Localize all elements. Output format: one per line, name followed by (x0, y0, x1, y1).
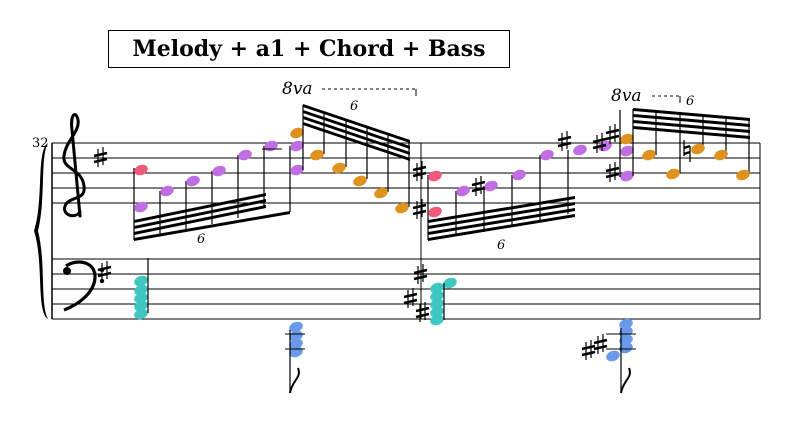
bass-note (289, 338, 303, 350)
beam-group (428, 196, 575, 241)
tuplet-number: 6 (197, 232, 206, 247)
bass-note (619, 318, 633, 330)
stems (302, 105, 410, 207)
stems (632, 109, 750, 176)
bass-note (289, 330, 303, 342)
upper-note (714, 149, 728, 161)
a1-note (186, 175, 200, 187)
chord-note (430, 298, 444, 310)
bass-note (619, 342, 633, 354)
chord-note (134, 275, 148, 287)
sharp-icon (93, 147, 108, 167)
bass-note (619, 326, 633, 338)
a1-note (540, 149, 554, 161)
sharp-icon (415, 302, 430, 322)
bass-note (289, 321, 303, 333)
sharp-icon (403, 288, 418, 308)
stems (133, 146, 291, 240)
a1-note (512, 169, 526, 181)
upper-note (310, 149, 324, 161)
sharp-icon (581, 340, 596, 360)
bass-note (619, 334, 633, 346)
upper-note (332, 162, 346, 174)
chord-note (134, 284, 148, 296)
title-box: Melody + a1 + Chord + Bass (108, 30, 510, 68)
chord-note (430, 290, 444, 302)
a1-note (456, 185, 470, 197)
chord-note (134, 292, 148, 304)
chord-note (134, 300, 148, 312)
a1-note (264, 140, 278, 152)
bass-staff (52, 258, 760, 320)
melody-note (134, 164, 148, 176)
sharp-icon (605, 162, 620, 182)
upper-note (642, 149, 656, 161)
beam-group (633, 108, 750, 139)
a1-note (620, 145, 634, 157)
a1-note (290, 164, 304, 176)
system-brace (34, 143, 48, 319)
chord-note (430, 306, 444, 318)
a1-note (484, 180, 498, 192)
sharp-icon (412, 161, 427, 181)
a1-note (160, 185, 174, 197)
a1-note (620, 170, 634, 182)
a1-note (238, 149, 252, 161)
beam-group (303, 104, 410, 161)
ledger-line (285, 333, 305, 350)
a1-note (212, 165, 226, 177)
flag (289, 367, 300, 394)
sharp-icon (412, 199, 427, 219)
tuplet-number: 6 (497, 238, 506, 253)
sharp-icon (413, 264, 428, 284)
melody-note (428, 206, 442, 218)
upper-note (290, 127, 304, 139)
treble-clef (62, 113, 86, 218)
stems (427, 150, 569, 240)
sharp-icon (97, 261, 112, 281)
a1-note (134, 201, 148, 213)
ottava-marking: 8va (611, 86, 642, 106)
a1-note (573, 144, 587, 156)
sharp-icon (557, 131, 572, 151)
chord-note (430, 282, 444, 294)
natural-icon (683, 140, 691, 162)
chord-note (430, 314, 444, 326)
sharp-icon (592, 133, 607, 153)
upper-note (395, 202, 409, 214)
upper-note (620, 133, 634, 145)
beam-group (134, 193, 290, 241)
flag (620, 367, 631, 394)
upper-note (666, 168, 680, 180)
upper-note (736, 169, 750, 181)
sharp-icon (593, 334, 608, 354)
ottava-marking: 8va (282, 79, 313, 99)
sharp-icon (471, 176, 486, 196)
measure-number: 32 (32, 136, 49, 151)
chord-note (134, 308, 148, 320)
bass-note (606, 350, 620, 362)
a1-note (290, 140, 304, 152)
upper-note (691, 143, 705, 155)
score-title: Melody + a1 + Chord + Bass (132, 36, 486, 62)
melody-note (428, 170, 442, 182)
upper-note (353, 175, 367, 187)
upper-note (374, 187, 388, 199)
tuplet-number: 6 (686, 94, 695, 109)
tuplet-number: 6 (350, 99, 359, 114)
chord-note (443, 277, 457, 289)
sharp-icon (605, 124, 620, 144)
